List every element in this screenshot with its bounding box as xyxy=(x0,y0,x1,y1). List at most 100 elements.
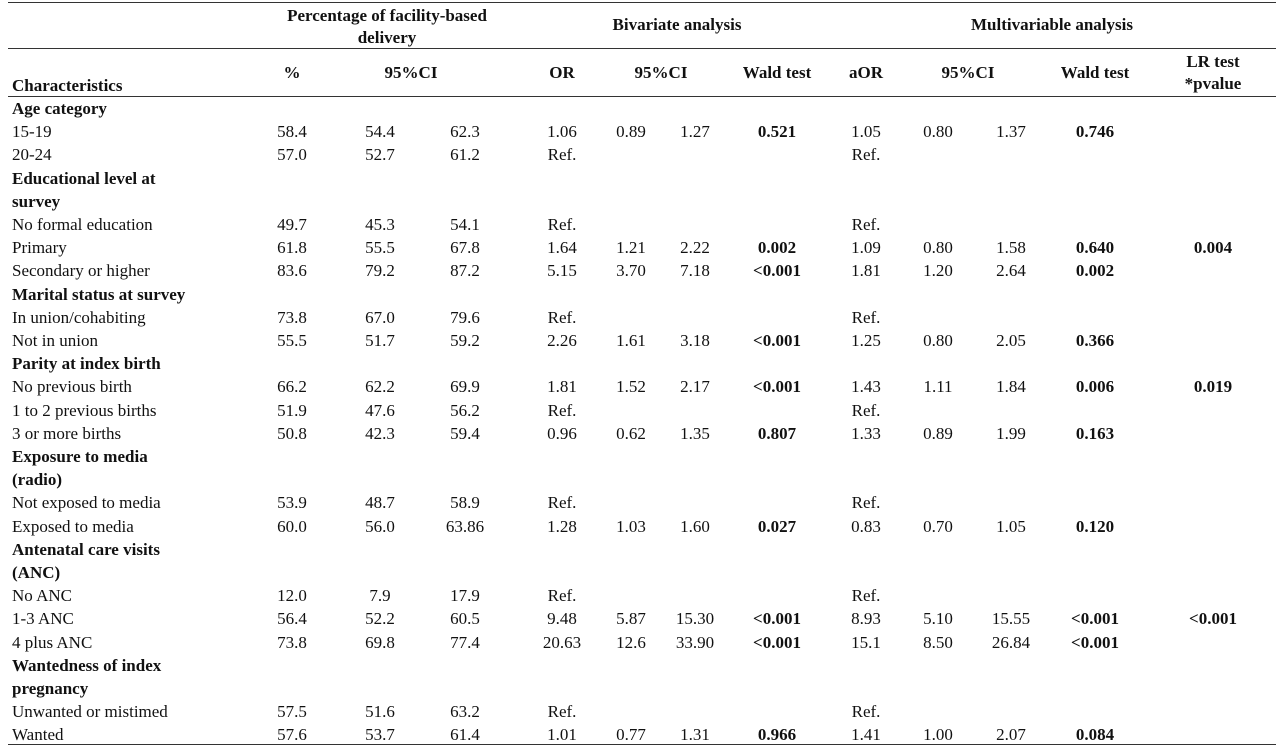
cell-odds-ratio: 0.96 xyxy=(547,423,577,443)
cell-ci-lower: 45.3 xyxy=(365,215,395,234)
cell-or-ci-upper: 1.35 xyxy=(680,423,710,443)
cell-odds-ratio: Ref. xyxy=(547,702,577,722)
cell-wald-test-multivariable: 0.084 xyxy=(1075,725,1115,745)
cell-adjusted-odds-ratio: 8.93 xyxy=(851,609,881,629)
category-label: Antenatal care visits xyxy=(12,539,160,559)
cell-aor-ci-upper: 2.64 xyxy=(996,261,1026,281)
cell-percent: 58.4 xyxy=(277,122,307,142)
cell-aor-ci-lower: 0.80 xyxy=(923,331,953,350)
row-label: 1 to 2 previous births xyxy=(12,400,157,420)
cell-ci-lower: 79.2 xyxy=(365,261,395,281)
cell-odds-ratio: Ref. xyxy=(547,307,577,327)
cell-wald-test: 0.521 xyxy=(757,122,797,142)
cell-adjusted-odds-ratio: Ref. xyxy=(851,215,881,234)
cell-ci-upper: 59.2 xyxy=(450,331,480,350)
cell-ci-upper: 58.9 xyxy=(450,493,480,513)
column-header-ci3: 95%CI xyxy=(941,63,995,82)
cell-percent: 66.2 xyxy=(277,377,307,397)
cell-ci-upper: 63.2 xyxy=(450,702,480,722)
cell-ci-lower: 56.0 xyxy=(365,516,395,536)
cell-ci-lower: 67.0 xyxy=(365,307,395,327)
cell-wald-test: 0.966 xyxy=(757,725,797,745)
cell-percent: 53.9 xyxy=(277,493,307,513)
cell-ci-lower: 48.7 xyxy=(365,493,395,513)
cell-odds-ratio: Ref. xyxy=(547,215,577,234)
row-label: Primary xyxy=(12,238,67,258)
cell-or-ci-upper: 1.60 xyxy=(680,516,710,536)
cell-odds-ratio: 1.28 xyxy=(547,516,577,536)
cell-percent: 51.9 xyxy=(277,400,307,420)
cell-aor-ci-lower: 8.50 xyxy=(923,632,953,652)
category-label: Wantedness of index xyxy=(12,655,162,675)
cell-wald-test-multivariable: 0.120 xyxy=(1075,516,1115,536)
category-label: survey xyxy=(12,191,61,211)
cell-wald-test: <0.001 xyxy=(753,632,801,652)
row-label: 15-19 xyxy=(12,122,52,142)
column-header-aor: aOR xyxy=(849,63,883,82)
row-label: Secondary or higher xyxy=(12,261,150,281)
category-label: Parity at index birth xyxy=(12,354,161,374)
cell-adjusted-odds-ratio: Ref. xyxy=(851,400,881,420)
row-label: 1-3 ANC xyxy=(12,609,74,629)
cell-odds-ratio: Ref. xyxy=(547,145,577,165)
cell-ci-upper: 77.4 xyxy=(450,632,480,652)
cell-or-ci-lower: 12.6 xyxy=(616,632,646,652)
cell-percent: 73.8 xyxy=(277,307,307,327)
cell-adjusted-odds-ratio: 1.25 xyxy=(851,331,881,350)
cell-wald-test-multivariable: 0.006 xyxy=(1075,377,1115,397)
cell-ci-upper: 60.5 xyxy=(450,609,480,629)
column-header-lr-line2: *pvalue xyxy=(1184,74,1242,93)
cell-aor-ci-lower: 0.70 xyxy=(923,516,953,536)
category-label: Educational level at xyxy=(12,168,156,188)
row-label: Not exposed to media xyxy=(12,493,161,513)
category-label: pregnancy xyxy=(12,679,89,698)
cell-or-ci-lower: 1.03 xyxy=(616,516,646,536)
row-label: No ANC xyxy=(12,586,72,606)
cell-wald-test-multivariable: <0.001 xyxy=(1071,609,1119,629)
cell-ci-lower: 51.6 xyxy=(365,702,395,722)
cell-or-ci-upper: 2.17 xyxy=(680,377,710,397)
cell-ci-upper: 61.4 xyxy=(450,725,480,745)
cell-wald-test: 0.027 xyxy=(757,516,797,536)
row-label: No previous birth xyxy=(12,377,132,397)
cell-ci-upper: 67.8 xyxy=(450,238,480,258)
cell-ci-lower: 62.2 xyxy=(365,377,395,397)
cell-wald-test-multivariable: 0.163 xyxy=(1075,423,1115,443)
cell-wald-test: <0.001 xyxy=(753,377,801,397)
cell-percent: 50.8 xyxy=(277,423,307,443)
cell-ci-upper: 54.1 xyxy=(450,215,480,234)
row-label: No formal education xyxy=(12,215,153,234)
column-header-or: OR xyxy=(549,63,575,82)
cell-percent: 49.7 xyxy=(277,215,307,234)
cell-adjusted-odds-ratio: Ref. xyxy=(851,702,881,722)
cell-percent: 83.6 xyxy=(277,261,307,281)
group-header-multivariable: Multivariable analysis xyxy=(971,15,1133,34)
cell-ci-lower: 52.7 xyxy=(365,145,395,165)
row-label: 20-24 xyxy=(12,145,52,165)
cell-lr-test-pvalue: <0.001 xyxy=(1189,609,1237,629)
cell-or-ci-upper: 2.22 xyxy=(680,238,710,258)
cell-or-ci-lower: 0.62 xyxy=(616,423,646,443)
group-header-facility-line2: delivery xyxy=(357,28,417,47)
cell-wald-test: 0.807 xyxy=(757,423,797,443)
category-label: Exposure to media xyxy=(12,447,148,466)
cell-odds-ratio: Ref. xyxy=(547,586,577,606)
cell-ci-lower: 54.4 xyxy=(365,122,395,142)
cell-lr-test-pvalue: 0.004 xyxy=(1193,238,1233,258)
cell-aor-ci-lower: 5.10 xyxy=(923,609,953,629)
row-label: In union/cohabiting xyxy=(12,307,146,327)
cell-aor-ci-lower: 0.89 xyxy=(923,423,953,443)
row-label: Unwanted or mistimed xyxy=(12,702,168,722)
cell-wald-test-multivariable: <0.001 xyxy=(1071,632,1119,652)
cell-wald-test-multivariable: 0.640 xyxy=(1075,238,1115,258)
cell-ci-lower: 47.6 xyxy=(365,400,395,420)
cell-aor-ci-upper: 1.99 xyxy=(996,423,1026,443)
cell-ci-lower: 69.8 xyxy=(365,632,395,652)
cell-ci-upper: 56.2 xyxy=(450,400,480,420)
cell-wald-test: 0.002 xyxy=(757,238,797,258)
cell-or-ci-lower: 1.52 xyxy=(616,377,646,397)
cell-aor-ci-lower: 1.20 xyxy=(923,261,953,281)
cell-adjusted-odds-ratio: Ref. xyxy=(851,307,881,327)
category-label: Age category xyxy=(12,99,107,118)
cell-aor-ci-lower: 0.80 xyxy=(923,238,953,258)
